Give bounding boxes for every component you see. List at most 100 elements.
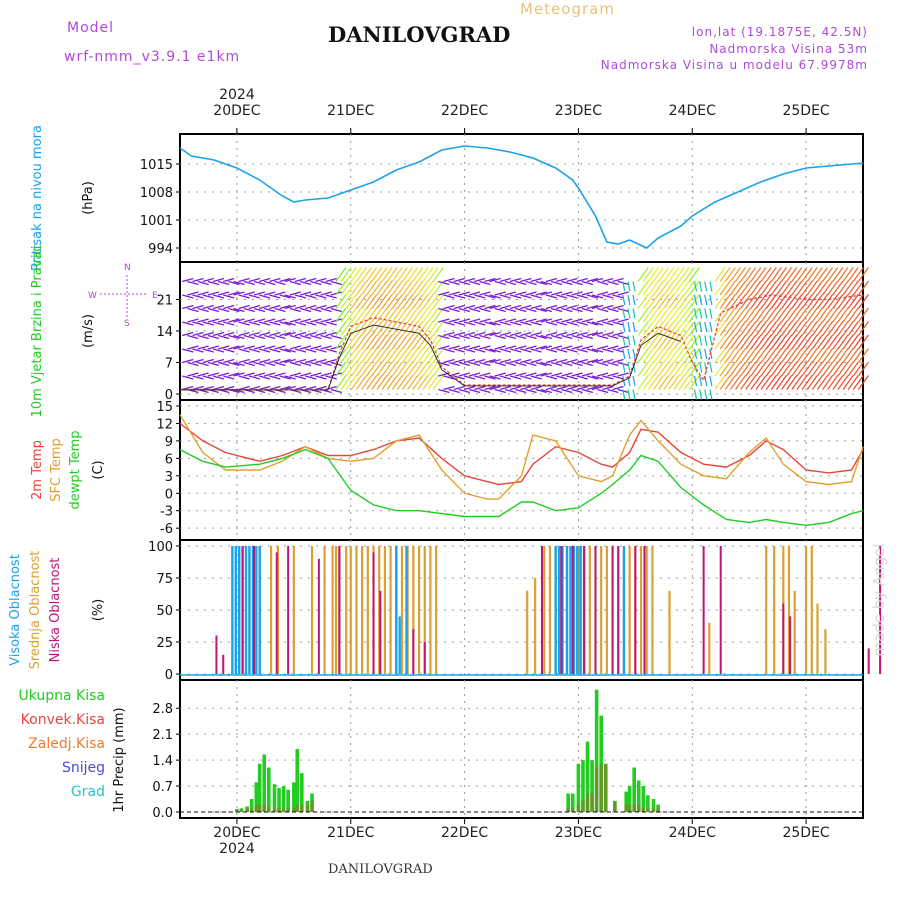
cloud-bar: [583, 546, 586, 674]
precip-bar-convective: [295, 804, 300, 812]
wind-barb: [484, 385, 496, 391]
wind-barb: [376, 361, 388, 377]
wind-barb: [192, 277, 204, 283]
wind-barb: [197, 361, 209, 367]
wind-barb: [391, 267, 403, 282]
wind-barb: [566, 331, 578, 337]
wind-barb: [217, 345, 230, 350]
wind-barb: [642, 294, 654, 309]
wind-barb: [212, 348, 225, 353]
wind-barb: [427, 361, 439, 377]
wind-barb: [719, 280, 731, 296]
wind-barb: [668, 375, 680, 390]
wind-barb: [642, 348, 654, 363]
wind-barb: [412, 294, 424, 309]
wind-barb: [699, 308, 703, 319]
wind-barb: [391, 321, 403, 336]
wind-barb: [381, 375, 393, 390]
wind-barb: [709, 281, 713, 292]
wind-barb: [535, 372, 547, 377]
precip-bar-total: [262, 754, 267, 812]
wind-barb: [786, 334, 798, 350]
cloud-bar: [569, 546, 572, 674]
wind-barb: [581, 318, 593, 323]
wind-barb: [822, 334, 834, 350]
wind-barb: [735, 321, 746, 336]
precip-bar-total: [566, 793, 570, 812]
wind-barb: [350, 267, 362, 282]
wind-barb: [386, 307, 398, 323]
wind-barb: [386, 267, 398, 282]
wind-barb: [448, 291, 460, 296]
wind-barb: [699, 321, 703, 333]
wind-barb: [796, 307, 808, 323]
wind-barb: [315, 294, 327, 299]
wind-barb: [345, 294, 357, 309]
wind-barb: [499, 385, 512, 391]
wind-barb: [719, 361, 731, 377]
wind-barb: [427, 280, 439, 296]
wind-barb: [340, 267, 352, 282]
wind-barb: [540, 388, 553, 394]
wind-barb: [827, 267, 839, 282]
wind-barb: [504, 334, 517, 340]
product-title: Meteogram: [520, 0, 615, 18]
wind-barb: [335, 307, 347, 323]
precip-axis-label: 1hr Precip (mm): [112, 707, 127, 812]
cloud-bar: [269, 546, 273, 674]
wind-barb: [693, 308, 698, 319]
wind-barb: [755, 334, 767, 350]
cloud-bar: [429, 546, 432, 674]
wind-barb: [320, 372, 332, 377]
cloud-bar: [576, 546, 579, 674]
wind-barb: [683, 321, 695, 336]
cloud-bar: [789, 616, 792, 674]
wind-barb: [775, 375, 787, 390]
wind-barb: [494, 307, 506, 313]
wind-barb: [458, 307, 471, 313]
wind-barb: [653, 348, 665, 363]
wind-barb: [279, 294, 291, 299]
wind-barb: [781, 375, 793, 390]
wind-barb: [468, 372, 481, 377]
cloud-bar: [255, 546, 258, 674]
wind-barb: [248, 304, 261, 310]
cloud-bar: [816, 603, 819, 674]
wind-barb: [822, 267, 834, 282]
wind-barb: [571, 291, 583, 296]
wind-barb: [217, 307, 230, 313]
wind-barb: [274, 307, 286, 313]
cloud-bar: [378, 546, 381, 674]
precip-bar-total: [249, 799, 254, 812]
wind-barb: [468, 345, 481, 350]
wind-barb: [422, 361, 434, 377]
wind-barb: [663, 294, 675, 309]
wind-barb: [688, 361, 700, 377]
wind-barb: [566, 348, 578, 353]
wind-barb: [765, 348, 777, 363]
wind-barb: [755, 348, 767, 363]
wind-barb: [217, 280, 230, 286]
wind-barb: [607, 388, 619, 394]
wind-barb: [612, 358, 624, 364]
wind-barb: [192, 385, 204, 391]
wind-barb: [284, 304, 296, 310]
wind-barb: [443, 358, 455, 364]
wind-barb: [458, 372, 471, 377]
wind-barb: [443, 321, 455, 326]
wind-barb: [602, 304, 614, 310]
wind-barb: [668, 267, 680, 282]
wind-barb: [647, 361, 659, 377]
precip-bar-convective: [277, 808, 281, 812]
wind-barb: [709, 362, 713, 373]
wind-barb: [294, 375, 307, 380]
wind-barb: [192, 358, 204, 364]
wind-barb: [571, 372, 583, 377]
wind-barb: [678, 321, 690, 336]
wind-barb: [187, 318, 199, 323]
cloud-bar: [708, 622, 711, 674]
wind-barb: [207, 318, 220, 323]
wind-barb: [786, 375, 798, 390]
y-tick-label: 994: [148, 242, 173, 257]
wind-barb: [274, 372, 286, 377]
